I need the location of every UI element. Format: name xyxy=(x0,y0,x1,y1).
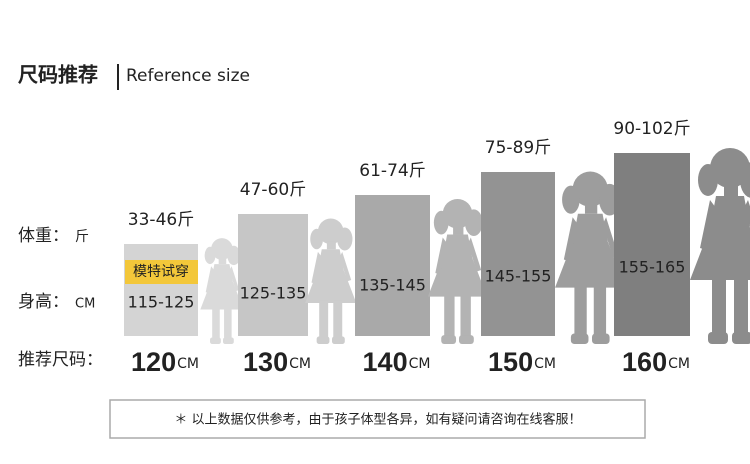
row-label: 体重： xyxy=(18,226,69,246)
size-number: 140 xyxy=(363,347,408,377)
height-label: 155-165 xyxy=(619,258,686,277)
size-unit: CM xyxy=(289,356,311,372)
weight-label: 90-102斤 xyxy=(613,119,690,139)
size-block xyxy=(614,153,690,336)
row-label: 推荐尺码： xyxy=(18,350,103,370)
footer-note: ＊ 以上数据仅供参考，由于孩子体型各异，如有疑问请咨询在线客服！ xyxy=(174,412,581,428)
subtitle: Reference size xyxy=(126,66,250,86)
size-block xyxy=(238,214,308,336)
row-unit: CM xyxy=(75,297,95,312)
model-silhouette xyxy=(305,218,357,344)
size-block xyxy=(355,195,430,336)
size-block xyxy=(124,244,198,336)
size-number: 130 xyxy=(243,347,288,377)
columns: 33-46斤115-125120CM模特试穿47-60斤125-135130CM… xyxy=(124,119,750,377)
size-unit: CM xyxy=(177,356,199,372)
badge-bg xyxy=(125,260,198,284)
size-label: 150CM xyxy=(488,347,556,377)
height-label: 135-145 xyxy=(359,276,426,295)
row-unit: 斤 xyxy=(75,229,89,245)
size-unit: CM xyxy=(534,356,556,372)
height-label: 145-155 xyxy=(485,267,552,286)
badge: 模特试穿 xyxy=(133,264,189,280)
height-label: 125-135 xyxy=(240,284,307,303)
size-label: 120CM xyxy=(131,347,199,377)
size-number: 160 xyxy=(622,347,667,377)
model-silhouette xyxy=(690,148,750,344)
weight-label: 61-74斤 xyxy=(359,161,425,181)
model-silhouette xyxy=(427,198,488,344)
size-unit: CM xyxy=(409,356,431,372)
footer-box xyxy=(109,399,646,439)
model-silhouette xyxy=(200,238,244,344)
height-label: 115-125 xyxy=(128,293,195,312)
title: 尺码推荐 xyxy=(18,63,98,87)
size-unit: CM xyxy=(668,356,690,372)
weight-label: 75-89斤 xyxy=(485,138,551,158)
size-block xyxy=(481,172,555,336)
size-number: 150 xyxy=(488,347,533,377)
size-label: 160CM xyxy=(622,347,690,377)
row-label: 身高： xyxy=(18,292,69,312)
size-number: 120 xyxy=(131,347,176,377)
size-label: 130CM xyxy=(243,347,311,377)
size-label: 140CM xyxy=(363,347,431,377)
weight-label: 33-46斤 xyxy=(128,210,194,230)
weight-label: 47-60斤 xyxy=(240,180,306,200)
